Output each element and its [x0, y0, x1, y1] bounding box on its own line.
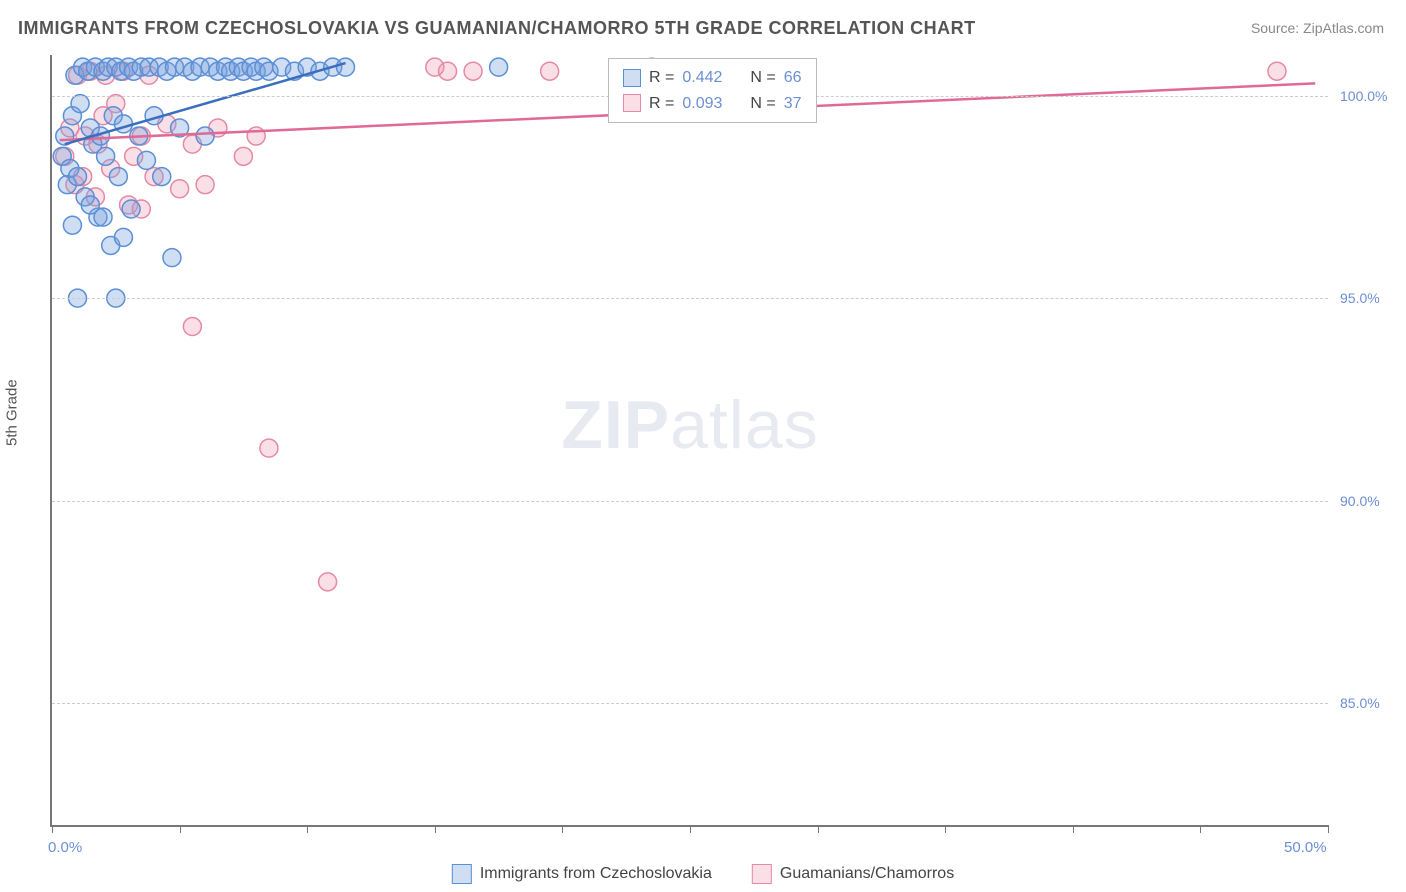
- scatter-point: [490, 58, 508, 76]
- scatter-point: [319, 573, 337, 591]
- legend-swatch-pink-icon: [752, 864, 772, 884]
- legend-swatch-blue-icon: [452, 864, 472, 884]
- x-axis-label-min: 0.0%: [48, 839, 82, 856]
- swatch-pink-icon: [623, 94, 641, 112]
- scatter-point: [336, 58, 354, 76]
- r-value-blue: 0.442: [682, 65, 722, 91]
- gridline: [52, 501, 1328, 502]
- n-value-pink: 37: [784, 91, 802, 117]
- scatter-point: [439, 62, 457, 80]
- scatter-point: [137, 151, 155, 169]
- legend-label-blue: Immigrants from Czechoslovakia: [480, 865, 712, 883]
- n-value-blue: 66: [784, 65, 802, 91]
- scatter-point: [109, 168, 127, 186]
- chart-title: IMMIGRANTS FROM CZECHOSLOVAKIA VS GUAMAN…: [18, 18, 976, 39]
- y-tick-label: 85.0%: [1340, 695, 1380, 711]
- swatch-blue-icon: [623, 69, 641, 87]
- n-label-blue: N =: [750, 65, 775, 91]
- scatter-point: [183, 318, 201, 336]
- x-tick: [1200, 825, 1201, 833]
- y-tick-label: 95.0%: [1340, 290, 1380, 306]
- r-label-pink: R =: [649, 91, 674, 117]
- scatter-point: [196, 176, 214, 194]
- x-tick: [690, 825, 691, 833]
- gridline: [52, 298, 1328, 299]
- gridline: [52, 703, 1328, 704]
- stats-row-blue: R = 0.442 N = 66: [623, 65, 802, 91]
- plot-area: ZIPatlas 100.0%95.0%90.0%85.0%: [50, 55, 1328, 827]
- y-tick-label: 100.0%: [1340, 88, 1387, 104]
- scatter-point: [94, 208, 112, 226]
- x-tick: [52, 825, 53, 833]
- source-attribution: Source: ZipAtlas.com: [1251, 20, 1384, 36]
- scatter-point: [260, 439, 278, 457]
- scatter-point: [69, 168, 87, 186]
- stats-row-pink: R = 0.093 N = 37: [623, 91, 802, 117]
- legend-label-pink: Guamanians/Chamorros: [780, 865, 954, 883]
- r-label-blue: R =: [649, 65, 674, 91]
- legend-item-blue: Immigrants from Czechoslovakia: [452, 864, 712, 884]
- y-tick-label: 90.0%: [1340, 493, 1380, 509]
- x-tick: [818, 825, 819, 833]
- scatter-point: [1268, 62, 1286, 80]
- scatter-point: [234, 147, 252, 165]
- scatter-point: [464, 62, 482, 80]
- scatter-point: [196, 127, 214, 145]
- n-label-pink: N =: [750, 91, 775, 117]
- scatter-point: [122, 200, 140, 218]
- stats-legend-box: R = 0.442 N = 66 R = 0.093 N = 37: [608, 58, 817, 123]
- scatter-point: [114, 228, 132, 246]
- legend-bottom: Immigrants from Czechoslovakia Guamanian…: [452, 864, 954, 884]
- x-axis-label-max: 50.0%: [1284, 839, 1327, 856]
- x-tick: [307, 825, 308, 833]
- scatter-point: [163, 249, 181, 267]
- r-value-pink: 0.093: [682, 91, 722, 117]
- x-tick: [945, 825, 946, 833]
- x-tick: [435, 825, 436, 833]
- scatter-point: [63, 216, 81, 234]
- x-tick: [1073, 825, 1074, 833]
- scatter-point: [71, 95, 89, 113]
- legend-item-pink: Guamanians/Chamorros: [752, 864, 954, 884]
- y-axis-title: 5th Grade: [4, 379, 21, 446]
- chart-svg: [52, 55, 1328, 825]
- x-tick: [1328, 825, 1329, 833]
- scatter-point: [541, 62, 559, 80]
- scatter-point: [153, 168, 171, 186]
- scatter-point: [171, 180, 189, 198]
- x-tick: [180, 825, 181, 833]
- scatter-point: [97, 147, 115, 165]
- x-tick: [562, 825, 563, 833]
